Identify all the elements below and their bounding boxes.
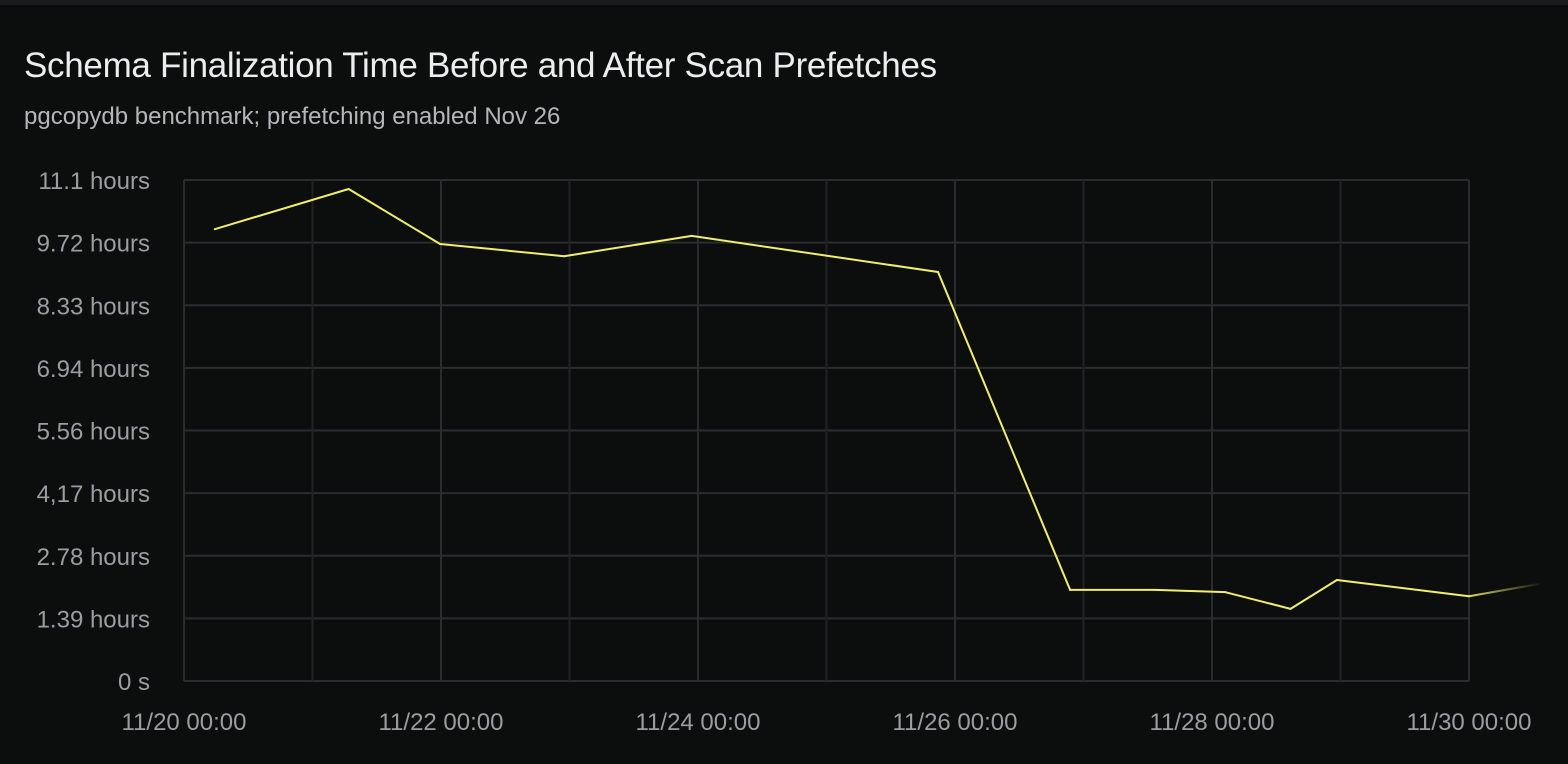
series-segment	[213, 188, 350, 231]
chart-title: Schema Finalization Time Before and Afte…	[24, 46, 937, 85]
series-segment	[563, 234, 693, 258]
series-segment	[1224, 591, 1292, 610]
top-border	[0, 0, 1568, 5]
series-segment	[690, 234, 940, 273]
x-tick-label: 11/30 00:00	[1406, 709, 1531, 736]
y-tick-label: 6.94 hours	[37, 356, 150, 383]
x-tick-label: 11/26 00:00	[892, 709, 1017, 736]
x-tick-label: 11/20 00:00	[121, 709, 246, 736]
x-tick-label: 11/22 00:00	[378, 709, 503, 736]
x-tick-label: 11/24 00:00	[635, 709, 760, 736]
y-tick-label: 8.33 hours	[37, 293, 150, 320]
series-segment	[937, 270, 1072, 591]
series-segment	[1289, 578, 1338, 610]
y-tick-label: 0 s	[118, 669, 150, 696]
y-tick-label: 2.78 hours	[37, 544, 150, 571]
y-tick-label: 5.56 hours	[37, 419, 150, 446]
y-tick-label: 4,17 hours	[37, 481, 150, 508]
series-segment	[347, 188, 442, 246]
y-tick-label: 1.39 hours	[37, 606, 150, 633]
y-tick-label: 11.1 hours	[38, 168, 150, 195]
x-tick-label: 11/28 00:00	[1149, 709, 1274, 736]
y-tick-label: 9.72 hours	[37, 231, 150, 258]
series-segment	[1468, 583, 1540, 598]
series-segment	[1154, 588, 1227, 594]
series-segment	[1335, 578, 1470, 598]
series-segment	[439, 243, 566, 258]
chart-subtitle: pgcopydb benchmark; prefetching enabled …	[24, 103, 561, 130]
